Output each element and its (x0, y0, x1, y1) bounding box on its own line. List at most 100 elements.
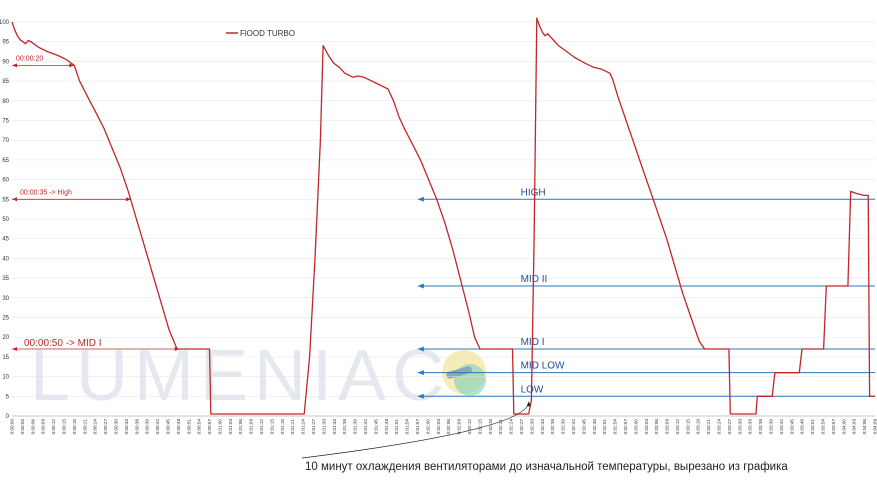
legend: FlOOD TURBO (226, 29, 295, 38)
level-label: LOW (521, 384, 544, 395)
series-line-flood-turbo (11, 17, 875, 415)
x-tick-label: 0:00:42 (155, 419, 160, 435)
x-tick-label: 0:03:12 (675, 419, 680, 435)
x-tick-label: 0:00:06 (30, 419, 35, 435)
x-tick-label: 0:01:21 (290, 419, 295, 435)
x-tick-label: 0:03:54 (821, 419, 826, 435)
x-tick-label: 0:03:51 (810, 419, 815, 435)
x-tick-label: 0:00:45 (165, 419, 170, 435)
x-tick-label: 0:01:00 (217, 419, 222, 435)
x-tick-label: 0:01:24 (301, 419, 306, 435)
x-axis-ticks: 0:00:00 0:00:03 0:00:06 0:00:09 0:00:12 0:00:… (10, 419, 877, 435)
x-tick-label: 0:00:15 (61, 419, 66, 435)
level-label: HIGH (521, 187, 546, 198)
x-tick-label: 0:04:06 (862, 419, 867, 435)
chart-caption: 10 минут охлаждения вентиляторами до изн… (305, 461, 788, 473)
y-tick-label: 45 (2, 237, 9, 243)
annotation-arrowhead-left (12, 197, 17, 202)
x-tick-label: 0:01:54 (405, 419, 410, 435)
y-tick-label: 65 (2, 158, 9, 164)
x-tick-label: 0:03:03 (644, 419, 649, 435)
x-tick-label: 0:03:27 (727, 419, 732, 435)
level-arrowhead (417, 283, 424, 289)
x-tick-label: 0:01:06 (238, 419, 243, 435)
x-tick-label: 0:02:24 (509, 419, 514, 435)
x-tick-label: 0:00:12 (51, 419, 56, 435)
x-tick-label: 0:01:39 (353, 419, 358, 435)
x-tick-label: 0:00:33 (124, 419, 129, 435)
x-tick-label: 0:01:48 (384, 419, 389, 435)
annotation-arrowhead-left (12, 63, 17, 68)
annotation-label: 00:00:50 -> MID I (24, 338, 102, 349)
gridlines (12, 21, 875, 417)
x-tick-label: 0:01:30 (321, 419, 326, 435)
x-tick-label: 0:03:39 (769, 419, 774, 435)
caption-pointer-head (526, 401, 531, 407)
x-tick-label: 0:02:15 (477, 419, 482, 435)
y-tick-label: 15 (2, 355, 9, 361)
x-tick-label: 0:03:15 (685, 419, 690, 435)
x-tick-label: 0:02:48 (592, 419, 597, 435)
x-tick-label: 0:02:57 (623, 419, 628, 435)
y-tick-label: 0 (6, 414, 10, 420)
x-tick-label: 0:03:36 (758, 419, 763, 435)
x-tick-label: 0:03:57 (831, 419, 836, 435)
x-tick-label: 0:02:09 (457, 419, 462, 435)
level-arrowhead (417, 196, 424, 202)
annotation-label: 00:00:35 -> High (20, 189, 72, 196)
caption-pointer (301, 402, 530, 459)
x-tick-label: 0:01:27 (311, 419, 316, 435)
annotations: 00:00:20 00:00:35 -> High 00:00:50 -> MID … (12, 55, 180, 352)
x-tick-label: 0:01:36 (342, 419, 347, 435)
y-tick-label: 40 (2, 256, 9, 262)
x-tick-label: 0:03:30 (737, 419, 742, 435)
x-tick-label: 0:02:54 (613, 419, 618, 435)
y-tick-label: 55 (2, 197, 9, 203)
level-arrowhead (417, 346, 424, 352)
x-tick-label: 0:00:57 (207, 419, 212, 435)
x-tick-label: 0:00:39 (145, 419, 150, 435)
x-tick-label: 0:03:48 (800, 419, 805, 435)
x-tick-label: 0:02:51 (602, 419, 607, 435)
x-tick-label: 0:00:27 (103, 419, 108, 435)
y-tick-label: 90 (2, 59, 9, 65)
x-tick-label: 0:03:21 (706, 419, 711, 435)
annotation-label: 00:00:20 (16, 55, 43, 62)
x-tick-label: 0:03:24 (717, 419, 722, 435)
x-tick-label: 0:01:57 (415, 419, 420, 435)
y-tick-label: 75 (2, 119, 9, 125)
x-tick-label: 0:02:39 (561, 419, 566, 435)
x-tick-label: 0:02:42 (571, 419, 576, 435)
x-tick-label: 0:02:45 (581, 419, 586, 435)
x-tick-label: 0:02:18 (488, 419, 493, 435)
x-tick-label: 0:02:03 (436, 419, 441, 435)
x-tick-label: 0:04:00 (841, 419, 846, 435)
y-tick-label: 70 (2, 138, 9, 144)
x-tick-label: 0:03:09 (665, 419, 670, 435)
x-tick-label: 0:01:09 (249, 419, 254, 435)
y-axis-ticks: 0 5 10 15 20 25 30 35 40 45 50 55 60 65 70 75 80 85 90 95 10… (0, 20, 10, 420)
x-tick-label: 0:00:09 (41, 419, 46, 435)
x-tick-label: 0:02:33 (540, 419, 545, 435)
watermark-badge (442, 350, 486, 396)
x-tick-label: 0:02:30 (529, 419, 534, 435)
x-tick-label: 0:04:03 (852, 419, 857, 435)
x-tick-label: 0:02:21 (498, 419, 503, 435)
x-tick-label: 0:03:00 (633, 419, 638, 435)
x-tick-label: 0:03:33 (748, 419, 753, 435)
y-tick-label: 50 (2, 217, 9, 223)
annotation-arrowhead-right (69, 63, 75, 68)
x-tick-label: 0:01:51 (394, 419, 399, 435)
legend-label: FlOOD TURBO (240, 29, 295, 38)
x-tick-label: 0:01:18 (280, 419, 285, 435)
y-tick-label: 10 (2, 375, 9, 381)
x-tick-label: 0:02:00 (425, 419, 430, 435)
y-tick-label: 5 (6, 394, 10, 400)
annotation-arrowhead-left (12, 347, 17, 352)
level-arrowhead (417, 370, 424, 376)
y-tick-label: 80 (2, 99, 9, 105)
y-tick-label: 20 (2, 335, 9, 341)
x-tick-label: 0:00:18 (72, 419, 77, 435)
y-tick-label: 85 (2, 79, 9, 85)
